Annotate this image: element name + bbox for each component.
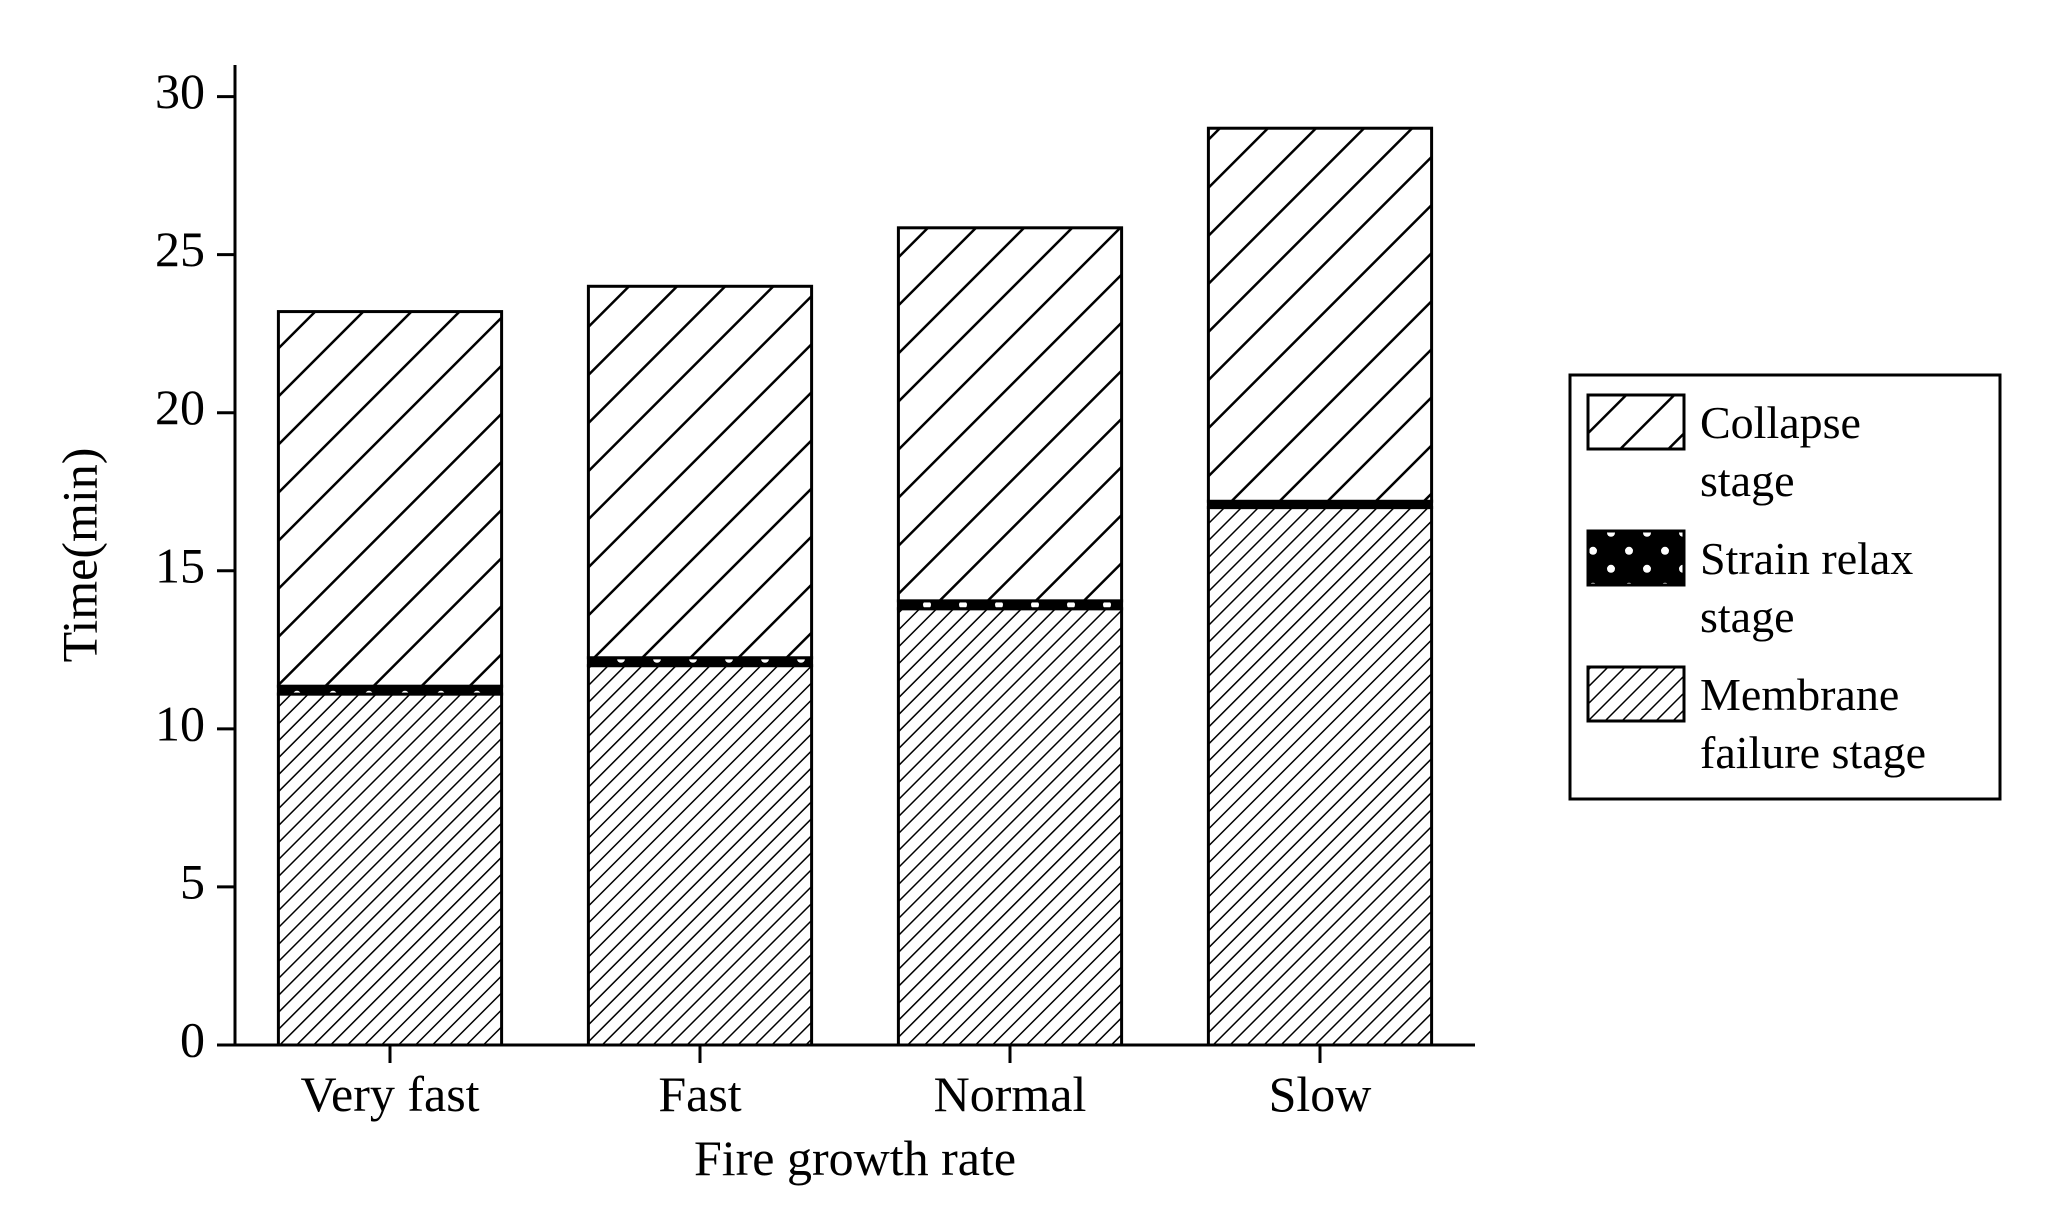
bar-segment-membrane_failure bbox=[898, 609, 1121, 1045]
bar-segment-membrane_failure bbox=[588, 666, 811, 1045]
y-tick-label: 10 bbox=[155, 695, 205, 751]
y-axis-title: Time(min) bbox=[51, 448, 107, 663]
bar-segment-membrane_failure bbox=[1208, 508, 1431, 1045]
legend: Collapse stage Strain relax stage Membrane fa… bbox=[1570, 375, 2000, 799]
x-axis-title: Fire growth rate bbox=[694, 1130, 1016, 1186]
y-tick-label: 30 bbox=[155, 63, 205, 119]
x-tick-label: Very fast bbox=[300, 1066, 479, 1122]
legend-label: stage bbox=[1700, 455, 1795, 506]
bar-segment-collapse bbox=[1208, 128, 1431, 501]
bar-segment-collapse bbox=[278, 312, 501, 687]
y-tick-label: 15 bbox=[155, 537, 205, 593]
legend-label: Strain relax bbox=[1700, 533, 1913, 584]
legend-swatch bbox=[1588, 531, 1684, 585]
bar-segment-collapse bbox=[898, 228, 1121, 601]
x-tick-label: Slow bbox=[1269, 1066, 1372, 1122]
bar-segment-membrane_failure bbox=[278, 694, 501, 1045]
y-tick-label: 0 bbox=[180, 1011, 205, 1067]
x-tick-label: Normal bbox=[934, 1066, 1087, 1122]
stacked-bar-chart: 0 5 10 15 20 25 30 Time(min) Very fast Fast Normal… bbox=[0, 0, 2049, 1230]
x-tick-label: Fast bbox=[658, 1066, 741, 1122]
y-tick-label: 25 bbox=[155, 221, 205, 277]
legend-swatch bbox=[1588, 667, 1684, 721]
chart-container: 0 5 10 15 20 25 30 Time(min) Very fast Fast Normal… bbox=[0, 0, 2049, 1230]
legend-label: stage bbox=[1700, 591, 1795, 642]
bars-group bbox=[278, 128, 1431, 1045]
y-tick-label: 5 bbox=[180, 853, 205, 909]
bar-segment-collapse bbox=[588, 286, 811, 657]
legend-label: Collapse bbox=[1700, 397, 1861, 448]
legend-label: failure stage bbox=[1700, 727, 1926, 778]
legend-swatch bbox=[1588, 395, 1684, 449]
legend-label: Membrane bbox=[1700, 669, 1899, 720]
y-tick-label: 20 bbox=[155, 379, 205, 435]
